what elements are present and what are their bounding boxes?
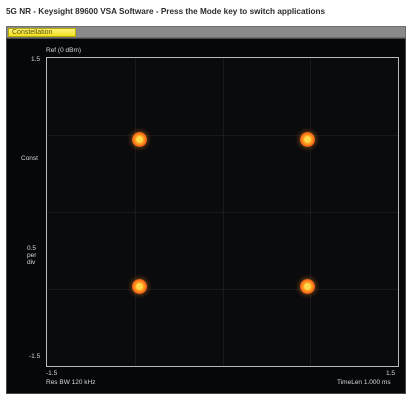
- constellation-point: [132, 278, 148, 294]
- constellation-point: [132, 132, 148, 148]
- y-axis-scale-label-3: div: [27, 259, 36, 266]
- x-axis-left-label: -1.5: [46, 370, 58, 377]
- tab-strip: Constellation: [6, 26, 406, 38]
- grid-line: [310, 58, 312, 366]
- y-axis-mid-label: Const: [21, 155, 38, 162]
- constellation-trace-window: Ref (0 dBm) 1.5 Const 0.5 per div -1.5 -…: [6, 38, 406, 394]
- reference-label: Ref (0 dBm): [46, 47, 82, 54]
- grid-line: [47, 212, 398, 213]
- y-axis-scale-label-2: per: [27, 252, 37, 259]
- grid-line: [47, 289, 398, 290]
- y-axis-bottom-label: -1.5: [29, 353, 41, 360]
- x-axis-right-label: 1.5: [386, 370, 396, 377]
- grid-line: [47, 135, 398, 136]
- grid-line: [134, 58, 136, 366]
- constellation-plot[interactable]: [46, 57, 399, 367]
- resolution-bandwidth-label: Res BW 120 kHz: [46, 379, 96, 386]
- grid-line: [222, 58, 224, 366]
- constellation-point: [299, 278, 315, 294]
- y-axis-scale-label-1: 0.5: [27, 245, 37, 252]
- y-axis-top-label: 1.5: [31, 56, 41, 63]
- constellation-point: [299, 132, 315, 148]
- tab-constellation[interactable]: Constellation: [8, 28, 76, 37]
- time-length-label: TimeLen 1.000 ms: [337, 379, 391, 386]
- window-title: 5G NR - Keysight 89600 VSA Software - Pr…: [6, 7, 326, 16]
